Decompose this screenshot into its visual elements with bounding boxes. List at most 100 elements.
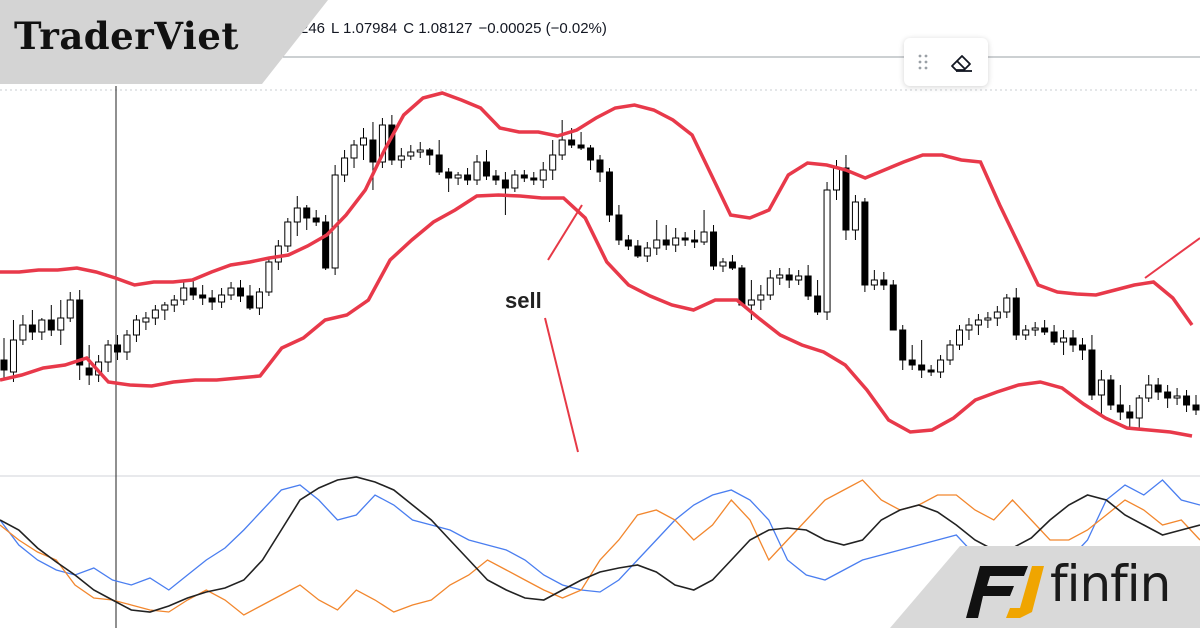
candle-body <box>47 319 55 331</box>
candle-body <box>1097 379 1105 396</box>
candle-body <box>974 319 982 326</box>
candle-body <box>747 299 755 306</box>
candle-body <box>823 189 831 313</box>
candle-body <box>312 217 320 223</box>
candle-body <box>710 231 718 267</box>
candle-body <box>170 299 178 306</box>
candle-body <box>9 339 17 373</box>
candle-body <box>1192 404 1200 411</box>
candle-body <box>255 291 263 309</box>
candle-body <box>785 274 793 281</box>
floating-toolbar <box>904 38 988 86</box>
candle-body <box>757 294 765 301</box>
candle-body <box>955 329 963 346</box>
candle-body <box>161 304 169 311</box>
candle-body <box>265 261 273 293</box>
candle-body <box>984 317 992 321</box>
candle-body <box>851 201 859 231</box>
candle-body <box>293 207 301 223</box>
ohlc-readout: 246 L 1.07984 C 1.08127 −0.00025 (−0.02%) <box>300 20 613 37</box>
candle-body <box>605 171 613 216</box>
candle-body <box>501 179 509 189</box>
candle-body <box>672 237 680 246</box>
candle-body <box>331 174 339 269</box>
candle-body <box>1022 329 1030 336</box>
candle-body <box>237 287 245 297</box>
candle-body <box>795 275 803 281</box>
candle-body <box>114 344 122 353</box>
candle-body <box>38 319 46 333</box>
candle-body <box>199 294 207 299</box>
candle-body <box>587 147 595 161</box>
candle-body <box>359 137 367 146</box>
candle-body <box>1069 337 1077 346</box>
drag-handle-icon[interactable] <box>916 52 930 72</box>
candle-body <box>1107 379 1115 406</box>
bollinger-lower-band <box>0 193 1193 438</box>
sell-label: sell <box>505 288 542 313</box>
candle-body <box>814 295 822 313</box>
candle-body <box>369 139 377 163</box>
candle-body <box>1050 331 1058 343</box>
candle-body <box>539 169 547 181</box>
candle-body <box>624 239 632 247</box>
candle-body <box>454 174 462 179</box>
candle-body <box>1088 349 1096 396</box>
eraser-icon[interactable] <box>948 50 976 74</box>
ohlc-close: C 1.08127 <box>403 20 473 37</box>
candle-body <box>1060 337 1068 343</box>
candle-body <box>76 299 84 366</box>
traderviet-logo: TraderViet <box>14 14 239 58</box>
candle-body <box>530 177 538 181</box>
candle-body <box>482 161 490 177</box>
candle-body <box>927 369 935 373</box>
candle-body <box>19 324 27 341</box>
candle-body <box>937 359 945 373</box>
candle-body <box>662 239 670 246</box>
finfin-logo: finfin <box>1050 555 1171 613</box>
candle-body <box>558 139 566 156</box>
candle-body <box>653 239 661 249</box>
candle-body <box>407 151 415 157</box>
candle-body <box>350 144 358 159</box>
candle-body <box>615 214 623 241</box>
candle-body <box>1173 395 1181 399</box>
candle-body <box>804 275 812 297</box>
candle-body <box>303 207 311 219</box>
finfin-logo-shape <box>890 546 1200 628</box>
candle-body <box>208 297 216 303</box>
candle-body <box>123 334 131 353</box>
candle-body <box>1154 384 1162 393</box>
candle-body <box>1078 344 1086 351</box>
candle-body <box>520 174 528 179</box>
candle-body <box>596 159 604 173</box>
candle-body <box>1164 391 1172 399</box>
ohlc-low: L 1.07984 <box>331 20 398 37</box>
candle-body <box>700 231 708 243</box>
candle-body <box>322 221 330 269</box>
finfin-logo-icon <box>966 566 1044 618</box>
candle-body <box>473 161 481 181</box>
candle-body <box>738 267 746 306</box>
candle-body <box>57 317 65 331</box>
candle-body <box>728 261 736 269</box>
candle-body <box>274 245 282 263</box>
candle-body <box>880 279 888 286</box>
candle-body <box>180 287 188 301</box>
candle-body <box>246 295 254 309</box>
candle-body <box>549 154 557 171</box>
candle-body <box>132 319 140 336</box>
candle-body <box>577 144 585 149</box>
candle-body <box>1145 384 1153 399</box>
candle-body <box>378 124 386 163</box>
candle-body <box>993 311 1001 319</box>
candle-body <box>511 174 519 189</box>
candle-body <box>28 324 36 333</box>
candle-body <box>1012 297 1020 336</box>
candle-body <box>104 344 112 363</box>
candle-body <box>1183 395 1191 406</box>
candle-body <box>861 201 869 286</box>
ohlc-change: −0.00025 (−0.02%) <box>478 20 607 37</box>
candle-body <box>681 237 689 241</box>
